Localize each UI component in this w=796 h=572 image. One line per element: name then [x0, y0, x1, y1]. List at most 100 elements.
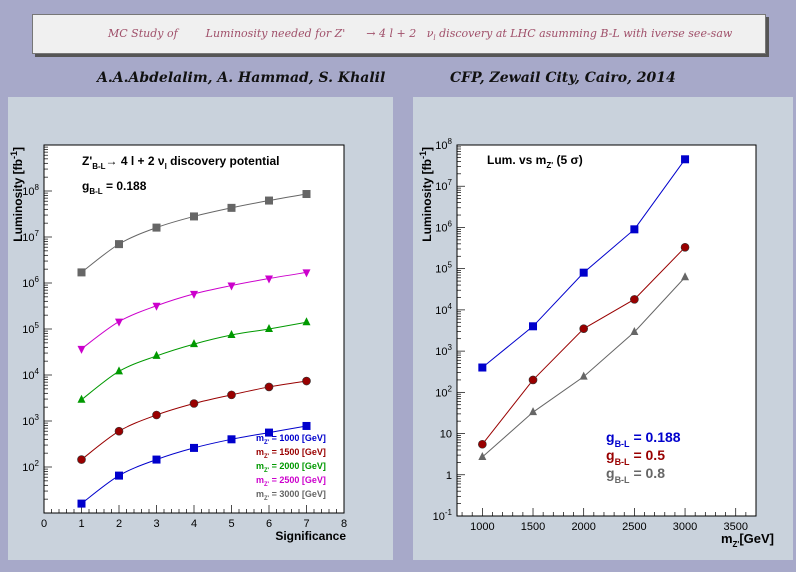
data-point [630, 327, 639, 336]
y-axis-label: Luminosity [fb-1] [9, 147, 25, 242]
legend-sub: B-L [615, 439, 630, 449]
data-point [264, 382, 274, 392]
series [478, 155, 690, 372]
data-point [302, 376, 311, 386]
y-tick-label: 10 [440, 429, 452, 441]
y-tick-label: 105 [435, 261, 452, 276]
x-axis-label-tail: [GeV] [739, 531, 774, 546]
legend-entry: mZ' = 1500 [GeV] [256, 447, 326, 460]
data-point [190, 443, 198, 452]
title-box: MC Study of Luminosity needed for Z' → 4… [32, 14, 766, 54]
y-tick-mantissa: 10 [22, 186, 34, 198]
annotation-potential: discovery potential [167, 154, 280, 168]
data-point [302, 190, 311, 199]
data-point [227, 282, 236, 291]
legend-sub: B-L [615, 475, 630, 485]
data-point [152, 350, 161, 359]
data-point [529, 407, 538, 416]
series [77, 376, 311, 464]
legend-sub: B-L [615, 457, 630, 467]
annotation-title: Lum. vs mZ' (5 σ) [487, 153, 583, 170]
legend-entry: mZ' = 1000 [GeV] [256, 433, 326, 446]
data-point [579, 268, 588, 277]
annotation-boson: Z' [82, 154, 92, 168]
data-point [190, 339, 198, 348]
y-tick-exponent: 3 [35, 413, 40, 422]
y-tick-mantissa: 10 [435, 387, 447, 399]
y-tick-mantissa: 10 [435, 181, 447, 193]
data-point [115, 318, 123, 327]
legend: mZ' = 1000 [GeV]mZ' = 1500 [GeV]mZ' = 20… [256, 433, 326, 502]
x-tick-label: 1 [78, 518, 84, 530]
annotation-decay: → 4 l + 2 ν [106, 154, 165, 168]
legend-symbol: m [256, 489, 264, 499]
series [77, 421, 311, 508]
y-tick-mantissa: 1 [446, 470, 452, 482]
y-tick-label: 107 [435, 178, 452, 193]
data-point [265, 428, 273, 437]
annotation-boson-sub: B-L [92, 162, 105, 171]
y-tick-label: 103 [22, 413, 39, 428]
legend-sub: Z' [264, 454, 270, 460]
series [77, 190, 311, 277]
data-point [152, 223, 161, 232]
y-tick-label: 105 [22, 321, 39, 336]
data-point [265, 324, 273, 332]
data-point [630, 295, 639, 304]
legend-sub: Z' [264, 468, 270, 474]
main-title: MC Study of Luminosity needed for Z' → 4… [108, 27, 732, 42]
data-point [152, 455, 161, 464]
y-axis-label-tail: ] [420, 147, 434, 151]
x-tick-label: 2 [116, 518, 122, 530]
y-tick-label: 108 [22, 183, 39, 198]
main-title-subscript: l [433, 34, 436, 43]
legend-symbol: g [606, 429, 615, 445]
annotation-sub: Z' [546, 161, 553, 170]
y-tick-mantissa: 10 [435, 222, 447, 234]
main-title-tail: discovery at LHC asumming B-L with ivers… [435, 27, 733, 40]
legend-symbol: m [256, 461, 264, 471]
legend-symbol: m [256, 433, 264, 443]
y-tick-mantissa: 10 [435, 305, 447, 317]
y-tick-label: 103 [435, 343, 452, 358]
legend-sub: Z' [264, 440, 270, 446]
y-tick-mantissa: 10 [440, 429, 452, 441]
significance-panel: 102 103 104 105 106 107 108 0 1 2 3 4 5 6 7 8 Significan… [8, 97, 393, 560]
y-tick-exponent: 4 [448, 302, 453, 311]
x-axis-label-sub: Z' [733, 540, 740, 549]
y-tick-exponent: 5 [35, 321, 40, 330]
x-tick-label: 2500 [622, 521, 646, 533]
x-tick-label: 7 [303, 518, 309, 530]
data-point [302, 421, 311, 430]
data-point [77, 499, 86, 508]
data-point [478, 439, 487, 449]
y-tick-exponent: -1 [445, 508, 453, 517]
x-tick-label: 5 [228, 518, 234, 530]
y-tick-label: 102 [435, 384, 452, 399]
y-tick-mantissa: 10 [435, 264, 447, 276]
annotation-coupling: gB-L = 0.188 [82, 179, 147, 196]
plot-area [43, 144, 345, 514]
y-tick-exponent: 2 [35, 459, 40, 468]
y-tick-exponent: 6 [448, 219, 453, 228]
y-tick-mantissa: 10 [22, 370, 34, 382]
legend-entry: gB-L = 0.8 [606, 465, 665, 485]
data-point [227, 435, 236, 444]
x-tick-label: 0 [41, 518, 47, 530]
y-tick-mantissa: 10 [435, 346, 447, 358]
y-tick-label: 104 [435, 302, 452, 317]
x-tick-label: 3500 [723, 521, 747, 533]
y-tick-label: 104 [22, 367, 39, 382]
x-tick-label: 6 [266, 518, 272, 530]
data-point [77, 268, 86, 277]
y-axis-label-main: Luminosity [fb [11, 159, 25, 242]
y-tick-mantissa: 10 [433, 511, 445, 523]
legend-symbol: m [256, 475, 264, 485]
y-tick-exponent: 8 [35, 183, 40, 192]
y-tick-exponent: 7 [35, 229, 40, 238]
plot-area [456, 144, 757, 517]
legend-entry: gB-L = 0.5 [606, 447, 665, 467]
legend-value: = 0.188 [630, 429, 681, 445]
legend-value: = 0.8 [630, 465, 666, 481]
y-tick-label: 1 [446, 470, 452, 482]
